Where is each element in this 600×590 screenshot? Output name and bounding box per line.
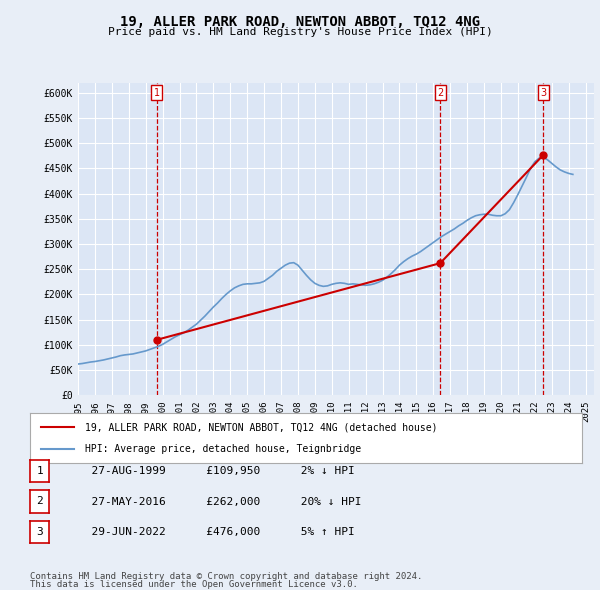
Text: 3: 3 — [36, 527, 43, 537]
Point — [538, 150, 548, 160]
Text: 27-MAY-2016      £262,000      20% ↓ HPI: 27-MAY-2016 £262,000 20% ↓ HPI — [78, 497, 361, 506]
Text: 1: 1 — [36, 466, 43, 476]
Text: 3: 3 — [540, 88, 546, 97]
Text: This data is licensed under the Open Government Licence v3.0.: This data is licensed under the Open Gov… — [30, 580, 358, 589]
Text: 19, ALLER PARK ROAD, NEWTON ABBOT, TQ12 4NG (detached house): 19, ALLER PARK ROAD, NEWTON ABBOT, TQ12 … — [85, 422, 438, 432]
Text: Price paid vs. HM Land Registry's House Price Index (HPI): Price paid vs. HM Land Registry's House … — [107, 27, 493, 37]
Text: HPI: Average price, detached house, Teignbridge: HPI: Average price, detached house, Teig… — [85, 444, 361, 454]
Text: 27-AUG-1999      £109,950      2% ↓ HPI: 27-AUG-1999 £109,950 2% ↓ HPI — [78, 466, 355, 476]
Point — [152, 335, 161, 345]
Text: 19, ALLER PARK ROAD, NEWTON ABBOT, TQ12 4NG: 19, ALLER PARK ROAD, NEWTON ABBOT, TQ12 … — [120, 15, 480, 29]
Point — [436, 258, 445, 268]
Text: 2: 2 — [36, 497, 43, 506]
Text: Contains HM Land Registry data © Crown copyright and database right 2024.: Contains HM Land Registry data © Crown c… — [30, 572, 422, 581]
Text: 1: 1 — [154, 88, 160, 97]
Text: 29-JUN-2022      £476,000      5% ↑ HPI: 29-JUN-2022 £476,000 5% ↑ HPI — [78, 527, 355, 537]
Text: 2: 2 — [437, 88, 443, 97]
